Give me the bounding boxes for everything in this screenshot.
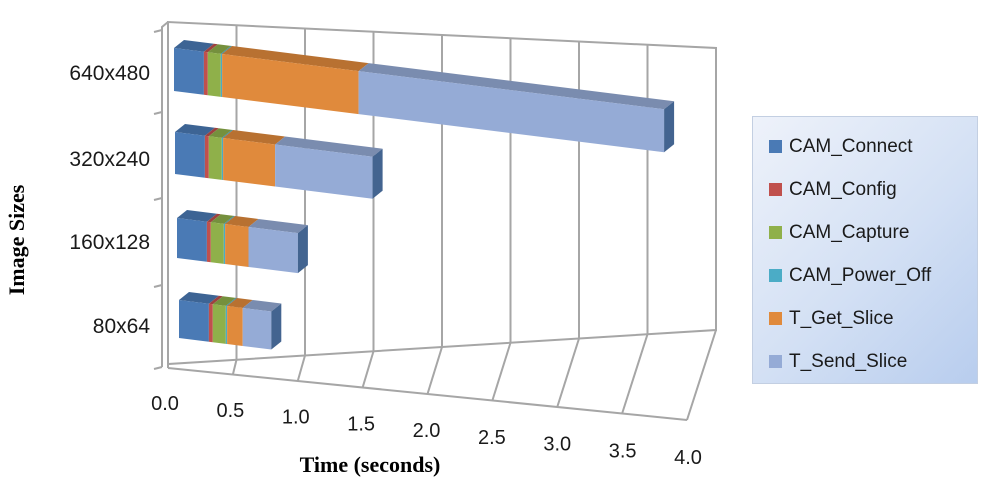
floor-line [491,342,512,401]
bar-segment-t-send-slice-320x240 [275,136,383,199]
category-label: 160x128 [69,231,150,254]
legend-label: CAM_Capture [789,221,910,243]
side-wall [161,21,169,367]
y-tick-mark [153,284,163,288]
x-tick-label: 3.0 [543,434,571,456]
x-tick-label: 3.5 [609,440,637,462]
y-tick-mark [153,197,163,201]
bar-segment-t-send-slice-160x128 [248,218,308,274]
legend-swatch [769,140,782,153]
legend-label: CAM_Config [789,178,897,200]
x-axis-line [167,367,688,421]
bar-segment-cam-connect-80x64 [179,292,219,342]
legend-item: CAM_Connect [753,125,977,168]
x-tick-label: 0.5 [216,400,244,422]
bar-segment-cam-power-off-640x480 [220,45,233,98]
legend-label: CAM_Power_Off [789,264,932,286]
bar-segment-cam-config-160x128 [206,213,221,263]
x-tick-label: 4.0 [674,447,702,469]
x-tick-label: 2.5 [478,427,506,449]
floor-line [426,346,443,395]
legend-label: T_Send_Slice [789,350,908,372]
legend-item: T_Get_Slice [753,297,977,340]
legend-item: CAM_Config [753,168,977,211]
legend-swatch [769,312,782,325]
bar-segment-t-get-slice-320x240 [223,130,286,187]
chart-legend: CAM_Connect CAM_Config CAM_Capture CAM_Powe… [752,116,978,384]
bar-segment-cam-config-320x240 [204,127,219,179]
legend-swatch [769,355,782,368]
legend-item: T_Send_Slice [753,340,977,383]
bar-segment-cam-power-off-80x64 [225,297,238,345]
legend-item: CAM_Power_Off [753,254,977,297]
x-tick-label: 2.0 [413,420,441,442]
bar-segment-t-send-slice-80x64 [242,299,282,350]
bar-segment-cam-capture-80x64 [212,296,236,344]
legend-swatch [769,269,782,282]
chart-bars [174,40,675,350]
legend-item: CAM_Capture [753,211,977,254]
floor-line [231,359,238,375]
floor-line [296,355,306,382]
x-tick-label: 1.0 [282,407,310,429]
category-label: 320x240 [69,148,150,171]
category-label: 80x64 [93,315,151,338]
bar-segment-cam-capture-640x480 [207,44,231,97]
bar-segment-cam-connect-160x128 [177,210,217,262]
floor-line [686,329,717,421]
bar-segment-cam-capture-320x240 [208,128,232,180]
floor-line [361,350,375,388]
legend-swatch [769,183,782,196]
bar-segment-t-get-slice-640x480 [222,46,369,115]
floor-line [621,333,649,414]
y-tick-mark [153,366,163,370]
bar-segment-cam-connect-320x240 [175,124,215,178]
y-tick-mark [153,111,163,115]
legend-label: CAM_Connect [789,135,913,157]
x-tick-label: 1.5 [347,413,375,435]
bar-segment-t-get-slice-80x64 [227,298,253,346]
category-label: 640x480 [69,62,150,85]
bar-segment-t-send-slice-640x480 [358,63,675,153]
x-tick-label: 0.0 [151,393,179,415]
bar-segment-cam-capture-160x128 [210,214,234,264]
x-tick-labels: 0.0 0.5 1.0 1.5 2.0 2.5 3.0 3.5 4.0 [151,393,702,469]
bar-segment-cam-connect-640x480 [174,40,214,95]
bar-segment-cam-power-off-320x240 [221,129,234,181]
y-tick-mark [153,29,163,33]
floor-line [556,338,580,408]
bar-segment-t-get-slice-160x128 [225,216,259,267]
bar-segment-cam-power-off-160x128 [223,215,236,265]
legend-swatch [769,226,782,239]
category-labels: 80x64 160x128 320x240 640x480 [69,62,150,338]
legend-label: T_Get_Slice [789,307,894,329]
bar-segment-cam-config-80x64 [208,295,223,343]
bar-segment-cam-config-640x480 [203,43,218,96]
y-axis-title: Image Sizes [4,184,29,295]
x-axis-title: Time (seconds) [300,452,441,477]
